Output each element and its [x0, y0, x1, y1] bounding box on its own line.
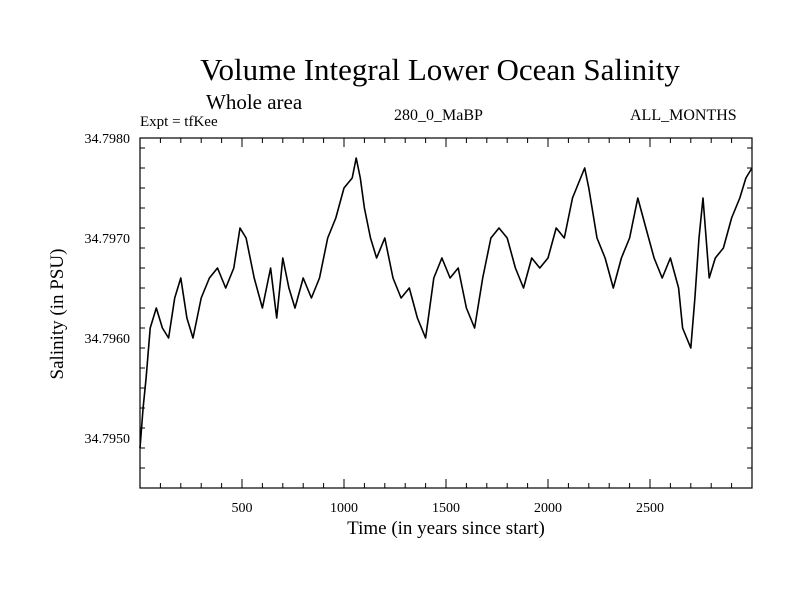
chart-subtitle: Whole area — [206, 90, 303, 114]
y-tick-label: 34.7960 — [85, 332, 131, 347]
y-tick-label: 34.7970 — [85, 232, 131, 247]
months-label: ALL_MONTHS — [630, 107, 737, 124]
tick-labels: 500 1000 1500 2000 2500 34.7950 34.7960 34.7970… — [85, 132, 665, 516]
y-tick-label: 34.7950 — [85, 432, 131, 447]
y-tick-label: 34.7980 — [85, 132, 131, 147]
x-tick-label: 500 — [232, 501, 253, 516]
chart-title: Volume Integral Lower Ocean Salinity — [200, 52, 680, 87]
plot-frame — [139, 137, 753, 489]
run-label: 280_0_MaBP — [394, 107, 483, 124]
data-series — [139, 157, 753, 449]
x-axis-title: Time (in years since start) — [347, 518, 545, 539]
x-tick-label: 2500 — [636, 501, 664, 516]
x-tick-label: 1000 — [330, 501, 358, 516]
experiment-label: Expt = tfKee — [140, 114, 218, 130]
tick-marks — [140, 138, 752, 488]
x-tick-label: 2000 — [534, 501, 562, 516]
x-tick-label: 1500 — [432, 501, 460, 516]
salinity-series-line — [139, 157, 753, 449]
